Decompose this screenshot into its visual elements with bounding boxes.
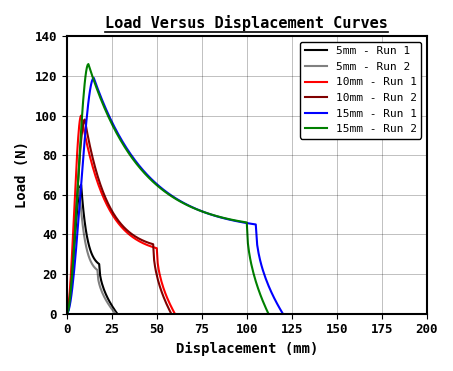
10mm - Run 1 (132, 236, 137, 241)
10mm - Run 2 (105, 200, 110, 204)
10mm - Run 1 (172, 311, 178, 316)
5mm - Run 2 (92, 265, 97, 269)
10mm - Run 1 (84, 142, 90, 146)
Line: 10mm - Run 1: 10mm - Run 1 (67, 115, 175, 313)
5mm - Run 2 (78, 204, 83, 209)
Line: 15mm - Run 2: 15mm - Run 2 (67, 64, 268, 313)
X-axis label: Displacement (mm): Displacement (mm) (176, 342, 318, 356)
15mm - Run 1 (239, 220, 244, 224)
15mm - Run 1 (226, 217, 232, 222)
5mm - Run 1 (84, 235, 90, 239)
10mm - Run 1 (142, 242, 147, 246)
5mm - Run 2 (85, 252, 91, 256)
10mm - Run 2 (87, 144, 93, 148)
15mm - Run 2 (265, 311, 271, 316)
5mm - Run 2 (113, 311, 118, 316)
10mm - Run 2 (115, 217, 120, 222)
10mm - Run 1 (115, 220, 120, 224)
10mm - Run 2 (139, 238, 145, 242)
5mm - Run 2 (89, 262, 95, 266)
15mm - Run 2 (218, 215, 223, 219)
15mm - Run 1 (103, 107, 109, 112)
10mm - Run 1 (64, 311, 69, 316)
5mm - Run 1 (91, 256, 96, 260)
10mm - Run 2 (64, 311, 69, 316)
Line: 5mm - Run 1: 5mm - Run 1 (67, 185, 117, 313)
5mm - Run 1 (78, 183, 84, 187)
10mm - Run 2 (169, 311, 174, 316)
10mm - Run 1 (78, 113, 84, 118)
5mm - Run 1 (115, 311, 120, 316)
5mm - Run 1 (93, 259, 99, 264)
5mm - Run 1 (64, 311, 69, 316)
15mm - Run 1 (91, 76, 96, 80)
5mm - Run 2 (93, 266, 98, 271)
Legend: 5mm - Run 1, 5mm - Run 2, 10mm - Run 1, 10mm - Run 2, 15mm - Run 1, 15mm - Run 2: 5mm - Run 1, 5mm - Run 2, 10mm - Run 1, … (300, 42, 421, 138)
5mm - Run 1 (80, 200, 85, 204)
Line: 10mm - Run 2: 10mm - Run 2 (67, 119, 171, 313)
15mm - Run 1 (64, 311, 69, 316)
5mm - Run 2 (77, 187, 82, 191)
10mm - Run 2 (82, 117, 87, 122)
Line: 5mm - Run 2: 5mm - Run 2 (67, 189, 116, 313)
5mm - Run 2 (64, 311, 69, 316)
15mm - Run 1 (280, 311, 285, 316)
15mm - Run 2 (198, 209, 203, 213)
Title: Load Versus Displacement Curves: Load Versus Displacement Curves (106, 15, 388, 31)
10mm - Run 2 (130, 233, 136, 237)
15mm - Run 1 (206, 211, 211, 216)
15mm - Run 2 (86, 62, 91, 66)
10mm - Run 1 (103, 201, 109, 206)
Line: 15mm - Run 1: 15mm - Run 1 (67, 78, 283, 313)
10mm - Run 1 (147, 244, 153, 248)
10mm - Run 2 (145, 240, 150, 244)
15mm - Run 2 (64, 311, 69, 316)
15mm - Run 2 (162, 189, 167, 194)
15mm - Run 1 (169, 194, 174, 198)
Y-axis label: Load (N): Load (N) (15, 141, 29, 209)
5mm - Run 1 (87, 246, 92, 251)
15mm - Run 2 (98, 96, 103, 100)
5mm - Run 1 (95, 260, 100, 265)
5mm - Run 2 (82, 240, 88, 244)
15mm - Run 2 (230, 218, 236, 222)
15mm - Run 1 (145, 173, 150, 177)
15mm - Run 2 (138, 167, 143, 171)
